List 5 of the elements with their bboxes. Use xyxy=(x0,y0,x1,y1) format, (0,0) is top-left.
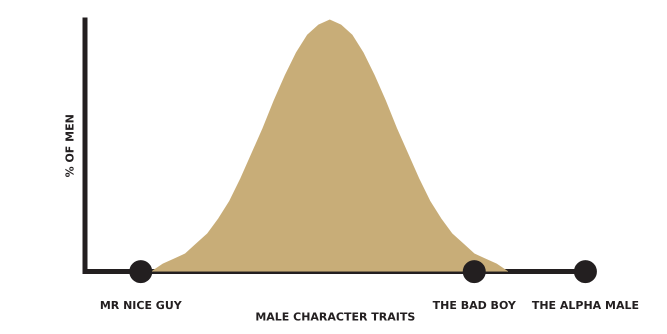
x-axis-title: MALE CHARACTER TRAITS xyxy=(255,310,416,324)
x-tick-label: THE ALPHA MALE xyxy=(532,299,639,312)
x-tick-label: MR NICE GUY xyxy=(100,299,183,312)
y-axis-title: % OF MEN xyxy=(63,114,76,178)
x-tick-label: THE BAD BOY xyxy=(432,299,517,312)
